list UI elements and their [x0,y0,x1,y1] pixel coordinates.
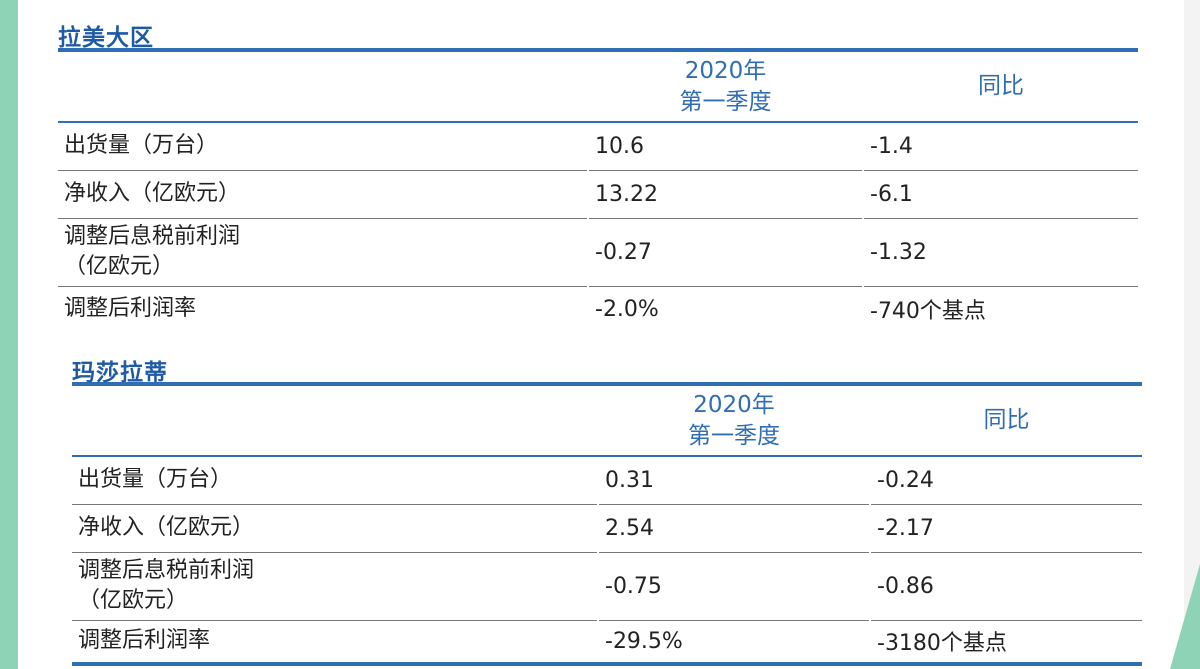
row-label-line1: 调整后利润率 [64,296,197,322]
table-row: 调整后息税前利润 （亿欧元） -0.75 -0.86 [72,552,1142,621]
table-row: 调整后利润率 -29.5% -3180个基点 [72,620,1142,666]
table-row: 调整后息税前利润 （亿欧元） -0.27 -1.32 [58,218,1138,287]
header-quarter: 第一季度 [679,88,772,115]
row-label: 调整后息税前利润 （亿欧元） [72,552,598,621]
row-value: 13.22 [587,170,863,219]
table-row: 出货量（万台） 10.6 -1.4 [58,122,1138,171]
row-label-line1: 净收入（亿欧元） [78,515,255,540]
row-value: -29.5% [597,620,870,666]
row-value: 10.6 [587,122,863,171]
header-empty [58,50,588,123]
corner-accent-shape [1170,564,1200,669]
row-value: 0.31 [597,456,870,505]
row-yoy: -3180个基点 [869,620,1142,666]
row-label: 调整后息税前利润 （亿欧元） [58,218,588,287]
row-value: -0.27 [587,218,863,287]
row-label: 调整后利润率 [58,286,588,332]
table-row: 净收入（亿欧元） 13.22 -6.1 [58,170,1138,219]
right-margin [1184,0,1200,669]
row-label-line1: 出货量（万台） [78,467,233,493]
left-accent-bar [0,0,18,669]
header-period: 2020年 第一季度 [597,384,870,457]
maserati-table: 2020年 第一季度 同比 出货量（万台） 0.31 -0.24 净收入（亿欧元… [72,382,1142,666]
header-year: 2020年 [693,391,775,418]
row-label-line1: 调整后息税前利润 [78,558,255,583]
section-title-maserati: 玛莎拉蒂 [72,360,168,386]
header-year: 2020年 [684,57,767,84]
row-yoy: -740个基点 [862,286,1138,332]
row-yoy: -1.4 [862,122,1138,171]
header-empty [72,384,598,457]
table-header-row: 2020年 第一季度 同比 [72,384,1142,457]
row-value: 2.54 [597,504,870,553]
table-header-row: 2020年 第一季度 同比 [58,50,1138,123]
section-title-latam: 拉美大区 [58,25,154,51]
table-row: 出货量（万台） 0.31 -0.24 [72,456,1142,505]
row-label-line1: 调整后息税前利润 [64,224,241,249]
row-yoy: -2.17 [869,504,1142,553]
header-quarter: 第一季度 [688,422,780,449]
row-label-line1: 净收入（亿欧元） [64,181,241,206]
row-label-line1: 调整后利润率 [78,628,211,654]
row-value: -0.75 [597,552,870,621]
header-period: 2020年 第一季度 [587,50,863,123]
row-yoy: -0.24 [869,456,1142,505]
row-label: 净收入（亿欧元） [58,170,588,219]
table-row: 调整后利润率 -2.0% -740个基点 [58,286,1138,332]
row-label: 出货量（万台） [58,122,588,171]
row-label: 出货量（万台） [72,456,598,505]
row-yoy: -1.32 [862,218,1138,287]
row-label: 净收入（亿欧元） [72,504,598,553]
latam-table: 2020年 第一季度 同比 出货量（万台） 10.6 -1.4 净收入（亿欧元）… [58,48,1138,332]
row-value: -2.0% [587,286,863,332]
row-label-line1: 出货量（万台） [64,133,219,159]
header-yoy: 同比 [869,384,1142,457]
table-row: 净收入（亿欧元） 2.54 -2.17 [72,504,1142,553]
row-yoy: -6.1 [862,170,1138,219]
row-label: 调整后利润率 [72,620,598,666]
row-yoy: -0.86 [869,552,1142,621]
row-label-line2: （亿欧元） [64,254,175,279]
row-label-line2: （亿欧元） [78,588,189,613]
header-yoy: 同比 [862,50,1138,123]
